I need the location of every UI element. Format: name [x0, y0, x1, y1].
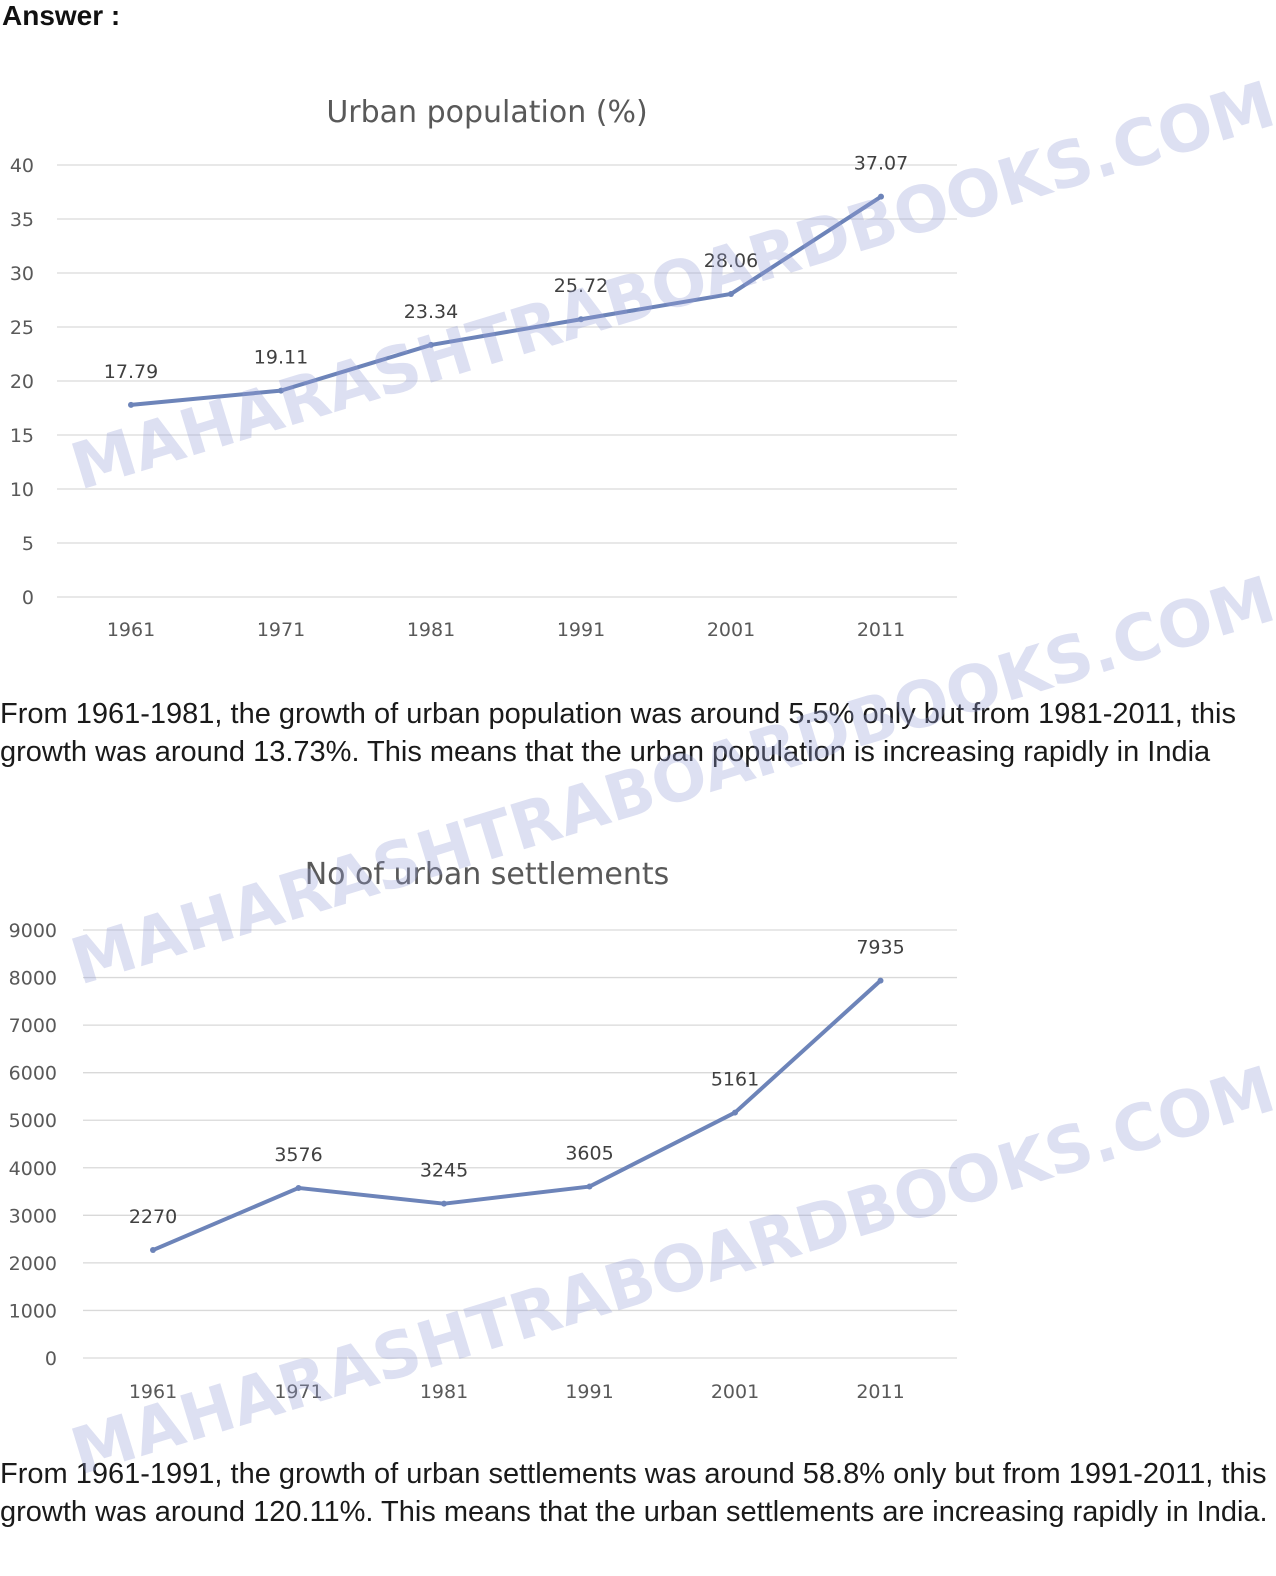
y-tick-label: 2000 [9, 1253, 57, 1275]
y-tick-label: 6000 [9, 1063, 57, 1085]
y-tick-label: 40 [10, 155, 34, 177]
x-tick-label: 1981 [420, 1381, 468, 1403]
x-tick-label: 1971 [274, 1381, 322, 1403]
data-point [586, 1183, 593, 1190]
x-tick-label: 1991 [565, 1381, 613, 1403]
data-label: 28.06 [704, 250, 758, 272]
data-label: 5161 [711, 1069, 759, 1091]
data-point [278, 387, 284, 394]
y-tick-label: 4000 [9, 1158, 57, 1180]
data-point [128, 401, 134, 408]
urban-settlements-chart: No of urban settlements 0 1000 2000 3000 4000… [9, 857, 957, 1403]
y-tick-label: 25 [10, 317, 34, 339]
data-label: 2270 [129, 1206, 177, 1228]
data-point [877, 977, 884, 984]
data-point [428, 341, 434, 348]
data-point [728, 290, 734, 297]
data-label: 3245 [420, 1160, 468, 1182]
data-point [732, 1109, 738, 1116]
x-tick-label: 1981 [407, 619, 455, 641]
data-label: 3576 [274, 1144, 322, 1166]
y-tick-label: 1000 [9, 1300, 57, 1322]
chart-title: No of urban settlements [305, 857, 670, 892]
data-label: 23.34 [404, 301, 458, 323]
chart-title: Urban population (%) [326, 95, 647, 130]
data-label: 19.11 [254, 347, 308, 369]
y-tick-label: 0 [45, 1348, 57, 1370]
data-label: 25.72 [554, 275, 608, 297]
y-tick-label: 9000 [9, 920, 57, 942]
x-tick-label: 2001 [711, 1381, 759, 1403]
y-tick-label: 8000 [9, 968, 57, 990]
data-point [878, 193, 884, 200]
urban-population-explanation: From 1961-1981, the growth of urban popu… [0, 698, 1236, 768]
data-label: 3605 [565, 1143, 613, 1165]
series-line [129, 194, 883, 407]
data-label: 7935 [856, 937, 904, 959]
y-tick-label: 30 [10, 263, 34, 285]
y-tick-label: 20 [10, 371, 34, 393]
x-tick-label: 2001 [707, 619, 755, 641]
y-tick-label: 15 [10, 425, 34, 447]
data-label: 37.07 [854, 153, 908, 175]
y-tick-label: 5 [22, 533, 34, 555]
x-tick-label: 2011 [856, 1381, 904, 1403]
x-tick-label: 2011 [857, 619, 905, 641]
urban-settlements-explanation: From 1961-1991, the growth of urban sett… [0, 1458, 1268, 1528]
x-tick-label: 1971 [257, 619, 305, 641]
x-tick-label: 1961 [107, 619, 155, 641]
answer-heading: Answer : [2, 0, 121, 31]
data-point [150, 1247, 156, 1254]
x-tick-label: 1961 [129, 1381, 177, 1403]
y-tick-label: 10 [10, 479, 34, 501]
y-tick-label: 7000 [9, 1015, 57, 1037]
data-label: 17.79 [104, 361, 158, 383]
series-line [151, 978, 883, 1253]
x-tick-label: 1991 [557, 619, 605, 641]
y-tick-label: 3000 [9, 1205, 57, 1227]
urban-population-chart: Urban population (%) 0 5 10 15 20 25 30 35 40 1961… [10, 95, 957, 641]
data-point [578, 316, 584, 323]
data-point [441, 1200, 447, 1207]
y-tick-label: 5000 [9, 1110, 57, 1132]
y-tick-label: 0 [22, 587, 34, 609]
data-point [295, 1184, 302, 1191]
y-tick-label: 35 [10, 209, 34, 231]
